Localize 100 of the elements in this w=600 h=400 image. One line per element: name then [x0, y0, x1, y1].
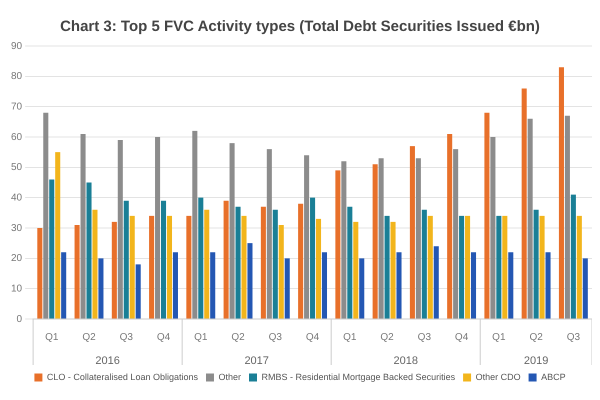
- legend-label: RMBS - Residential Mortgage Backed Securities: [261, 372, 456, 382]
- bar: [564, 116, 570, 318]
- y-tick-label: 70: [11, 101, 23, 112]
- bar: [86, 182, 92, 318]
- bar: [260, 206, 266, 318]
- bar: [416, 158, 421, 318]
- legend-label: Other: [218, 372, 241, 382]
- bar: [74, 224, 80, 318]
- y-tick-label: 90: [11, 40, 23, 52]
- bar: [236, 206, 241, 318]
- y-tick-label: 80: [11, 71, 23, 82]
- bar: [112, 222, 117, 318]
- y-tick-label: 10: [11, 283, 23, 294]
- bar: [447, 134, 452, 318]
- chart-title: Chart 3: Top 5 FVC Activity types (Total Debt Securities Issued €bn): [60, 18, 540, 36]
- bar: [230, 143, 235, 318]
- bar: [528, 118, 533, 318]
- bar: [172, 252, 178, 318]
- bar: [166, 216, 172, 318]
- bar: [304, 155, 310, 318]
- bar: [198, 198, 204, 318]
- x-tick-label: Q1: [343, 332, 357, 343]
- text: 2019: [524, 355, 548, 368]
- bar: [359, 258, 364, 318]
- bar: [316, 218, 322, 318]
- bar: [160, 200, 166, 318]
- bar: [204, 210, 210, 318]
- bar: [310, 198, 316, 318]
- bar: [241, 216, 247, 318]
- bar: [210, 252, 216, 318]
- y-tick-label: 40: [11, 192, 23, 204]
- x-tick-label: Q1: [45, 332, 59, 343]
- x-tick-label: Q1: [194, 332, 208, 343]
- bar: [410, 146, 415, 318]
- bar: [192, 130, 198, 318]
- bar: [136, 264, 141, 318]
- x-tick-label: Q1: [492, 332, 506, 343]
- x-tick-label: Q3: [120, 332, 134, 343]
- text: 2018: [393, 355, 418, 368]
- bar: [484, 112, 490, 318]
- x-tick-label: Q2: [380, 332, 394, 343]
- bar: [224, 200, 229, 318]
- x-tick-label: Q4: [156, 332, 171, 343]
- legend-label: Other CDO: [476, 372, 521, 382]
- y-tick-label: 20: [11, 253, 23, 264]
- bar: [49, 179, 54, 318]
- bar: [522, 88, 527, 318]
- bar: [502, 216, 508, 318]
- y-tick-label: 0: [16, 314, 23, 325]
- text: 2017: [244, 355, 269, 368]
- x-tick-label: Q4: [454, 332, 469, 343]
- bar: [118, 140, 123, 318]
- legend-label: ABCP: [541, 372, 566, 382]
- bar: [124, 200, 129, 318]
- y-tick-label: 60: [11, 132, 23, 143]
- bar: [322, 252, 328, 318]
- bar: [434, 246, 439, 318]
- bar: [155, 137, 160, 318]
- y-tick-label: 30: [11, 222, 23, 234]
- bar: [55, 152, 60, 318]
- bar: [576, 216, 582, 318]
- bar: [98, 258, 104, 318]
- bar: [496, 216, 502, 318]
- bar: [453, 149, 458, 318]
- bar: [422, 210, 427, 318]
- bar: [272, 210, 278, 318]
- x-tick-label: Q4: [306, 332, 320, 343]
- bar: [284, 258, 290, 318]
- x-tick-label: Q3: [566, 332, 580, 343]
- bar: [43, 112, 48, 318]
- x-tick-label: Q2: [82, 332, 96, 343]
- legend-label: CLO - Collateralised Loan Obligations: [46, 372, 198, 382]
- bar: [130, 216, 135, 318]
- bar: [470, 252, 476, 318]
- text: 2016: [95, 355, 120, 368]
- bar: [37, 228, 42, 318]
- bar: [540, 216, 545, 318]
- x-tick-label: Q3: [418, 332, 432, 343]
- bar: [459, 216, 464, 318]
- bar: [247, 243, 252, 318]
- bar: [396, 252, 402, 318]
- bar: [582, 258, 588, 318]
- bar: [384, 216, 390, 318]
- bar: [92, 210, 98, 318]
- bar: [372, 164, 378, 318]
- bar: [278, 224, 284, 318]
- bar: [61, 252, 66, 318]
- bar: [465, 216, 470, 318]
- bar: [80, 134, 86, 318]
- bar: [490, 137, 496, 318]
- bar: [534, 210, 539, 318]
- bar: [149, 216, 154, 318]
- bar: [570, 194, 576, 318]
- bar: [266, 149, 272, 318]
- bar: [428, 216, 433, 318]
- x-tick-label: Q2: [529, 332, 544, 343]
- bar: [347, 206, 352, 318]
- y-tick-label: 50: [11, 162, 23, 174]
- bar: [390, 222, 396, 318]
- bar: [558, 67, 564, 318]
